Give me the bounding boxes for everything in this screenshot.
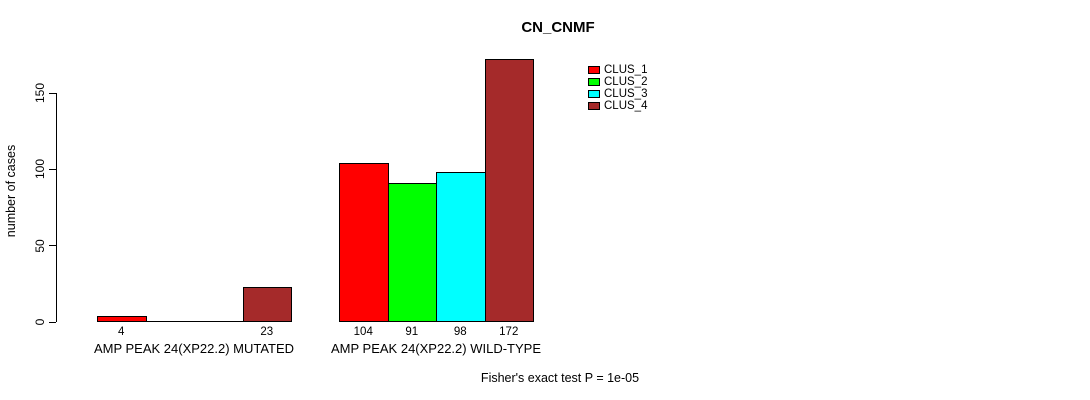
- bar-clus_3-group2: [436, 172, 486, 322]
- chart-title: CN_CNMF: [521, 19, 595, 36]
- y-axis-tick: [49, 245, 56, 247]
- legend-label: CLUS_3: [604, 88, 648, 100]
- bar-value-label: 98: [453, 326, 467, 338]
- legend-label: CLUS_2: [604, 76, 648, 88]
- legend-item-clus_3: CLUS_3: [588, 88, 647, 100]
- legend-label: CLUS_1: [604, 64, 648, 76]
- bar-value-label: 172: [499, 326, 519, 338]
- x-category-label: AMP PEAK 24(XP22.2) WILD-TYPE: [331, 341, 541, 356]
- bar-clus_2-group1-zero-line: [145, 321, 195, 322]
- legend-item-clus_4: CLUS_4: [588, 100, 647, 112]
- legend-swatch-clus_4: [588, 102, 600, 110]
- legend-item-clus_1: CLUS_1: [588, 64, 647, 76]
- y-axis-tick: [49, 168, 56, 170]
- bar-value-label: 91: [405, 326, 419, 338]
- x-category-label: AMP PEAK 24(XP22.2) MUTATED: [93, 341, 295, 356]
- y-tick-label: 150: [33, 82, 47, 104]
- bar-value-label: 23: [260, 326, 274, 338]
- y-axis-tick: [49, 321, 56, 323]
- y-tick-label: 50: [33, 238, 47, 253]
- bar-clus_4-group2: [484, 59, 534, 322]
- legend-swatch-clus_1: [588, 66, 600, 74]
- y-axis-line: [56, 93, 57, 322]
- y-axis-title: number of cases: [4, 144, 18, 238]
- bar-clus_3-group1-zero-line: [194, 321, 244, 322]
- legend-swatch-clus_3: [588, 90, 600, 98]
- legend-swatch-clus_2: [588, 78, 600, 86]
- bar-clus_1-group2: [339, 163, 389, 322]
- legend-label: CLUS_4: [604, 100, 648, 112]
- y-axis-tick: [49, 92, 56, 94]
- legend-item-clus_2: CLUS_2: [588, 76, 647, 88]
- bar-value-label: 4: [118, 326, 125, 338]
- y-tick-label: 0: [33, 318, 47, 326]
- bar-clus_2-group2: [387, 183, 437, 322]
- y-tick-label: 100: [33, 159, 47, 180]
- annotation-text: Fisher's exact test P = 1e-05: [480, 371, 640, 385]
- bar-value-label: 104: [353, 326, 373, 338]
- bar-clus_4-group1: [242, 287, 292, 322]
- bar-clus_1-group1: [97, 316, 147, 322]
